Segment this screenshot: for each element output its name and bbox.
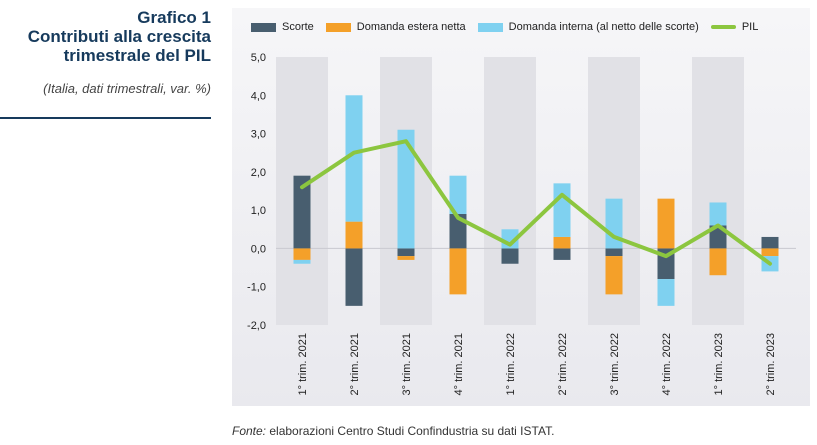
legend-label-scorte: Scorte [282, 21, 314, 33]
bar-scorte [345, 248, 363, 306]
bar-scorte [553, 248, 571, 260]
x-tick-label: 3° trim. 2021 [401, 333, 413, 395]
chart-title: Grafico 1 Contributi alla crescita trime… [0, 8, 211, 65]
legend-swatch-domanda-estera [325, 22, 351, 32]
legend-item-scorte: Scorte [251, 21, 314, 33]
bar-domanda-interna [293, 259, 311, 264]
legend-item-pil: PIL [710, 21, 759, 33]
x-tick-label: 1° trim. 2021 [297, 333, 309, 395]
bar-domanda-interna [553, 183, 571, 237]
legend-item-domanda-interna: Domanda interna (al netto delle scorte) [477, 21, 699, 33]
bar-domanda-estera [605, 256, 623, 295]
source-note: Fonte: elaborazioni Centro Studi Confind… [232, 424, 554, 438]
y-tick-label: -1,0 [247, 282, 266, 294]
chart-legend: Scorte Domanda estera netta Domanda inte… [251, 18, 758, 36]
x-tick-label: 2° trim. 2021 [349, 333, 361, 395]
x-tick-label: 1° trim. 2022 [505, 333, 517, 395]
x-tick-label: 1° trim. 2023 [713, 333, 725, 395]
background-band [484, 57, 536, 325]
bar-scorte [761, 236, 779, 249]
bar-domanda-interna [397, 129, 415, 249]
legend-item-domanda-estera: Domanda estera netta [325, 21, 466, 33]
chart-number: Grafico 1 [137, 8, 211, 27]
x-tick-label: 4° trim. 2021 [453, 333, 465, 395]
legend-label-domanda-estera: Domanda estera netta [356, 21, 466, 33]
x-tick-label: 4° trim. 2022 [661, 333, 673, 395]
legend-swatch-domanda-interna [477, 22, 503, 32]
x-tick-label: 2° trim. 2023 [765, 333, 777, 395]
bar-scorte [397, 248, 415, 257]
bar-domanda-estera [449, 248, 467, 295]
pil-line [300, 139, 772, 266]
bar-domanda-estera [345, 221, 363, 249]
chart-subtitle: (Italia, dati trimestrali, var. %) [43, 81, 211, 96]
chart-title-line-2: Contributi alla crescita [27, 27, 211, 46]
title-divider [0, 117, 211, 119]
bar-domanda-interna [709, 202, 727, 226]
bar-scorte [293, 175, 311, 249]
y-tick-label: 1,0 [251, 205, 266, 217]
bar-scorte [449, 213, 467, 249]
bar-domanda-estera [397, 256, 415, 260]
y-tick-label: 2,0 [251, 167, 266, 179]
bar-domanda-estera [657, 198, 675, 249]
bar-domanda-estera [761, 248, 779, 257]
legend-label-pil: PIL [741, 21, 759, 33]
bar-domanda-estera [553, 236, 571, 249]
y-tick-label: -2,0 [247, 320, 266, 332]
chart-title-line-3: trimestrale del PIL [63, 46, 211, 65]
source-label: Fonte: [232, 424, 267, 438]
legend-swatch-scorte [251, 22, 276, 32]
bar-scorte [501, 248, 519, 264]
bar-domanda-estera [709, 248, 727, 276]
y-tick-label: 4,0 [251, 90, 266, 102]
background-band [692, 57, 744, 325]
source-text: elaborazioni Centro Studi Confindustria … [266, 424, 555, 438]
bar-scorte [709, 225, 727, 249]
y-tick-label: 5,0 [251, 52, 266, 64]
y-tick-label: 3,0 [251, 129, 266, 141]
bar-scorte [605, 248, 623, 257]
y-tick-label: 0,0 [251, 243, 266, 255]
x-tick-label: 3° trim. 2022 [609, 333, 621, 395]
legend-swatch-pil [710, 25, 736, 29]
bar-domanda-interna [345, 95, 363, 222]
x-tick-label: 2° trim. 2022 [557, 333, 569, 395]
bar-domanda-interna [449, 175, 467, 214]
legend-label-domanda-interna: Domanda interna (al netto delle scorte) [508, 21, 699, 33]
bar-domanda-interna [657, 279, 675, 306]
bar-domanda-estera [293, 248, 311, 260]
